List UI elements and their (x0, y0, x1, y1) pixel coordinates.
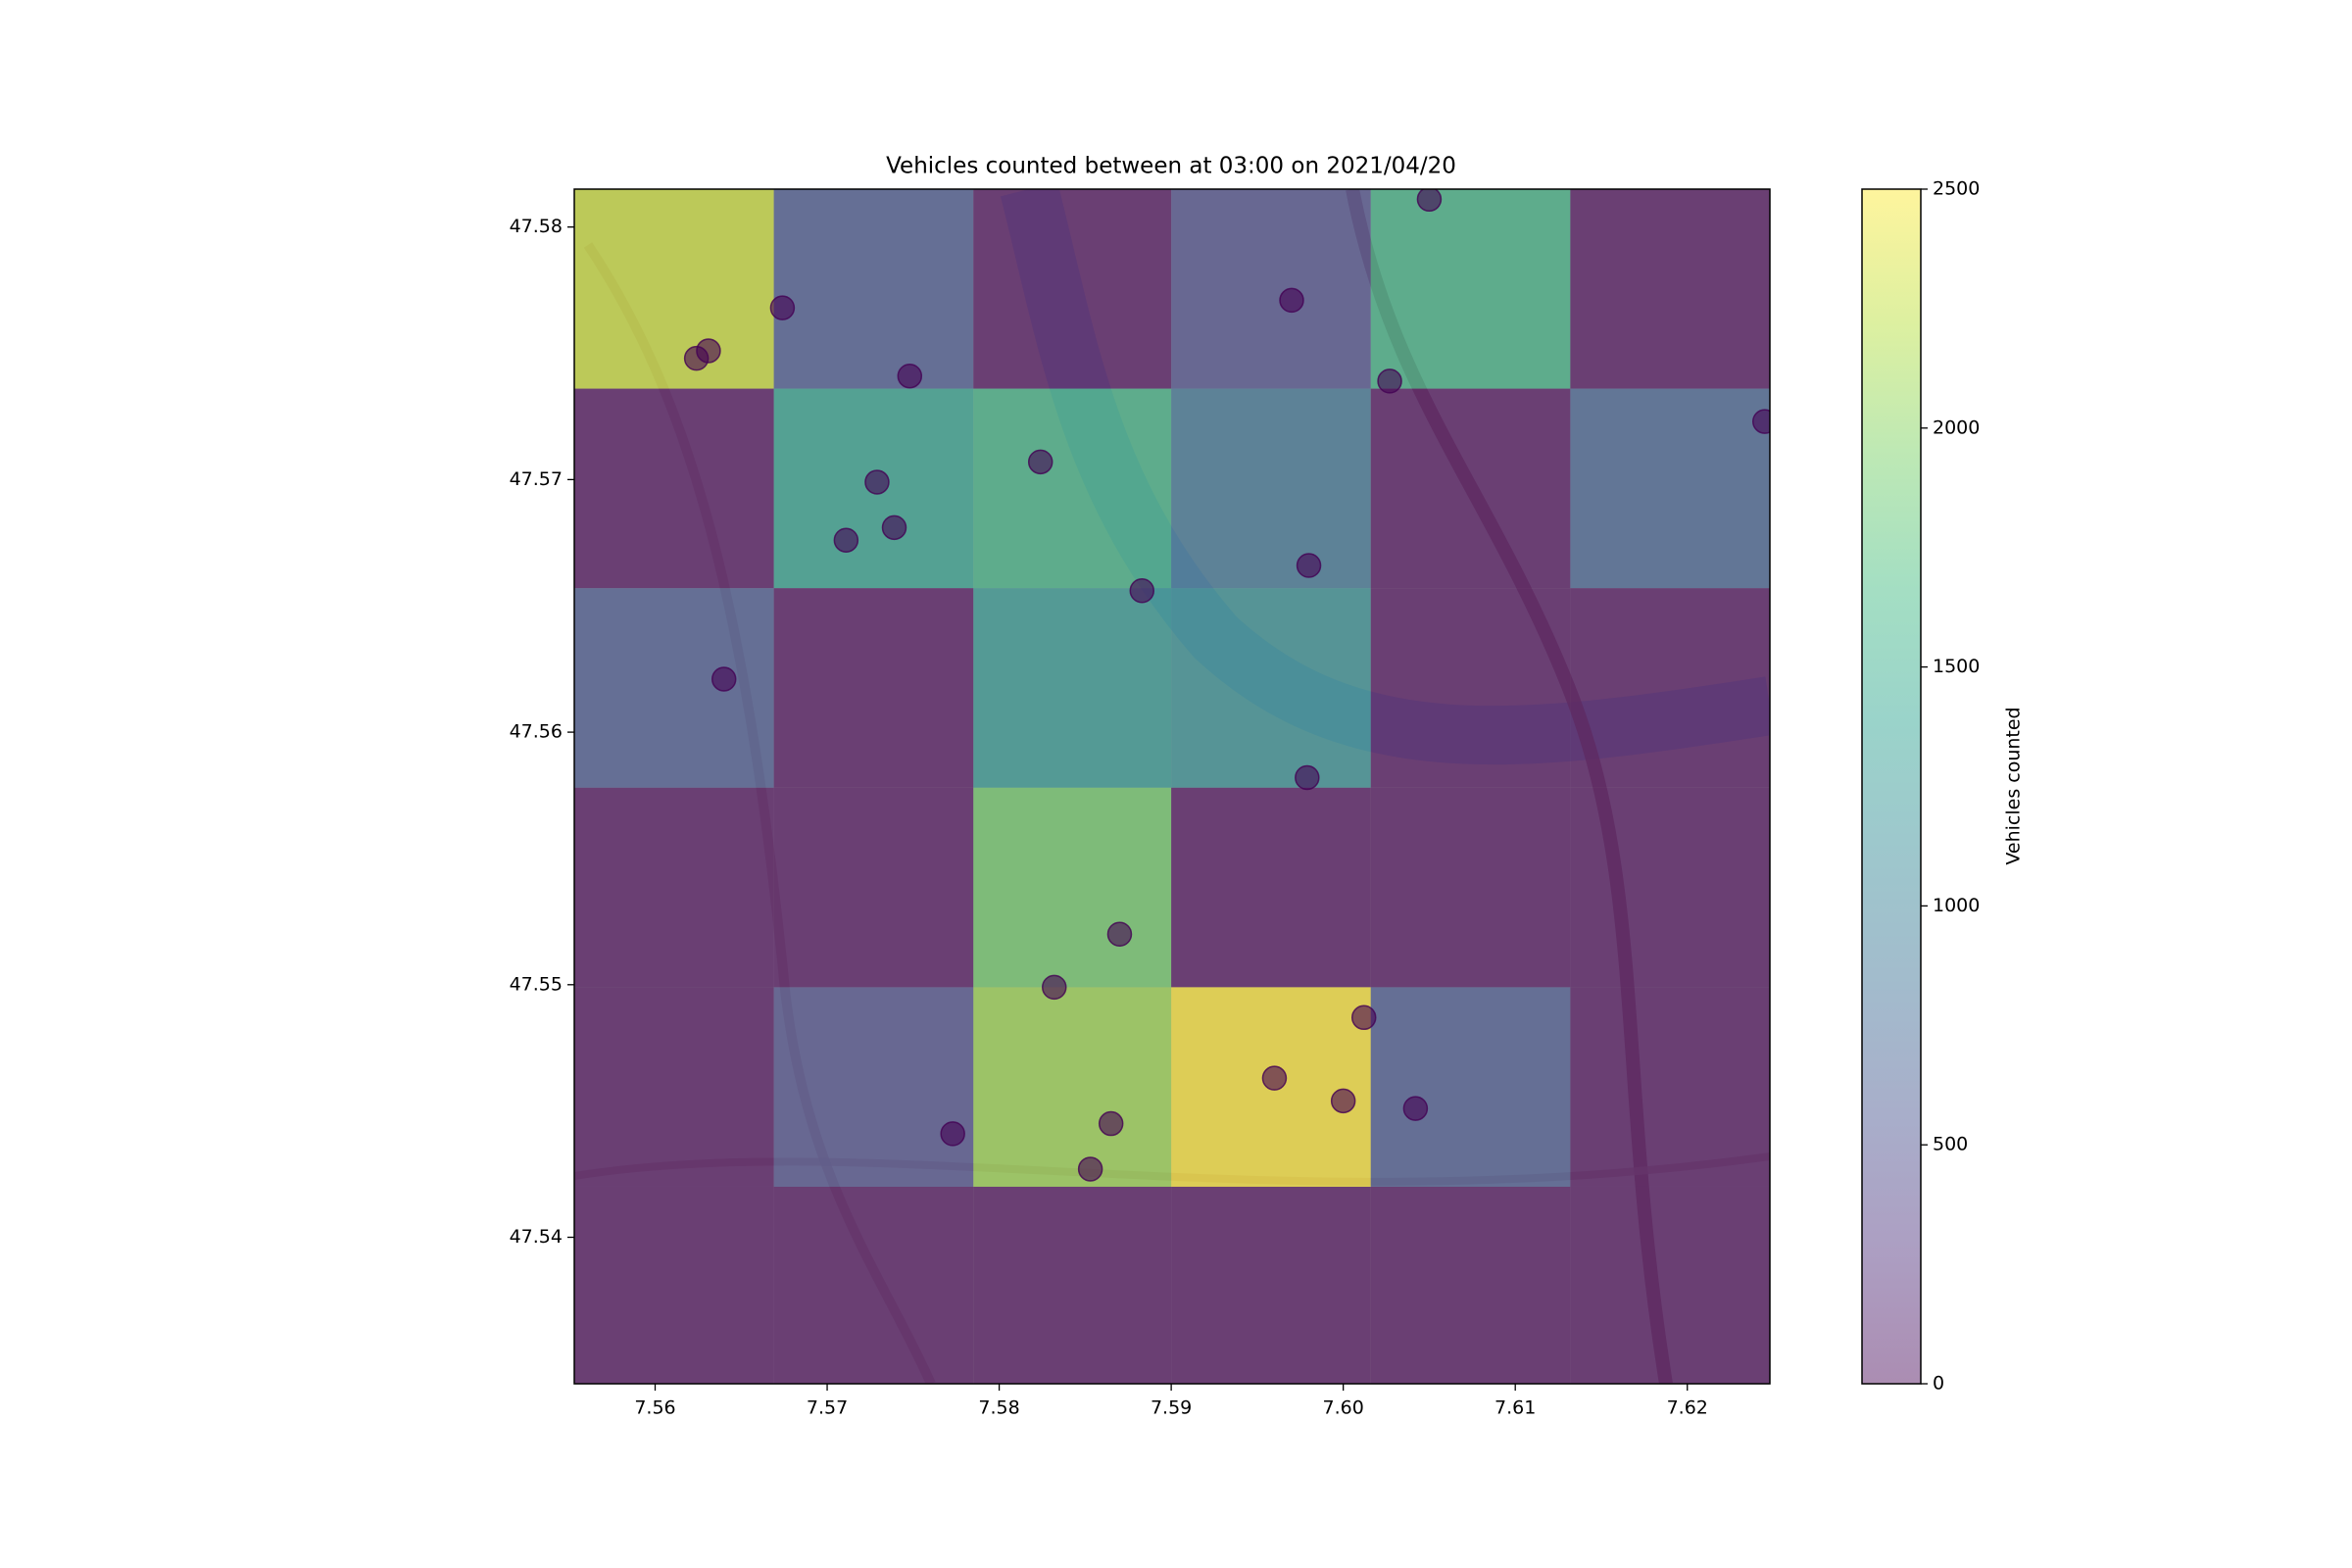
heat-cell (973, 787, 1172, 988)
heat-cell (1171, 189, 1371, 389)
y-tick-label: 47.58 (510, 216, 563, 237)
colorbar-tick-label: 0 (1933, 1373, 1944, 1395)
plot-frame (573, 188, 1771, 1385)
heat-cell (574, 588, 774, 788)
colorbar-tick-label: 1500 (1933, 656, 1980, 677)
heat-cell (973, 588, 1172, 788)
heat-cell (1570, 787, 1770, 988)
y-tick-label: 47.54 (510, 1226, 563, 1248)
colorbar-tick-label: 500 (1933, 1134, 1968, 1155)
sensor-point (1350, 1004, 1377, 1031)
sensor-point (881, 514, 907, 541)
colorbar-tick-label: 2000 (1933, 416, 1980, 438)
sensor-point (1106, 921, 1133, 948)
x-tick-label: 7.56 (634, 1397, 675, 1419)
sensor-point (710, 666, 737, 692)
sensor-point (1295, 764, 1320, 791)
sensor-point (1042, 974, 1067, 1001)
heat-cell (773, 987, 974, 1187)
heat-cell (574, 787, 774, 988)
heat-cell (1171, 388, 1371, 589)
sensor-point (833, 527, 859, 553)
chart-title: Vehicles counted between at 03:00 on 202… (886, 154, 1456, 179)
sensor-point (1027, 449, 1054, 475)
heat-cell (1370, 787, 1571, 988)
heat-cell (1570, 189, 1770, 389)
heat-cell (1171, 588, 1371, 788)
sensor-point (1129, 578, 1155, 604)
heat-cell (973, 388, 1172, 589)
heat-cell (973, 987, 1172, 1187)
heat-cell (773, 189, 974, 389)
colorbar-tick-label: 2500 (1933, 178, 1980, 200)
heat-cell (574, 189, 774, 389)
heat-cell (1370, 189, 1571, 389)
heat-cell (1570, 1186, 1770, 1384)
sensor-point (1098, 1110, 1124, 1137)
x-tick-label: 7.61 (1494, 1397, 1536, 1419)
sensor-point (1261, 1065, 1288, 1091)
sensor-point (897, 363, 923, 389)
heat-cell (1570, 588, 1770, 788)
sensor-point (940, 1121, 965, 1147)
sensor-point (769, 295, 796, 320)
y-tick-label: 47.57 (510, 468, 563, 490)
y-tick-label: 47.55 (510, 973, 563, 995)
heat-cell (574, 1186, 774, 1384)
heat-cell (1370, 987, 1571, 1187)
x-tick-label: 7.58 (978, 1397, 1019, 1419)
colorbar-tick-label: 1000 (1933, 895, 1980, 916)
heat-cell (1570, 388, 1770, 589)
sensor-point (1377, 368, 1402, 394)
heat-cell (1171, 787, 1371, 988)
sensor-point (1296, 553, 1322, 578)
x-tick-label: 7.62 (1667, 1397, 1708, 1419)
sensor-point (1416, 189, 1443, 213)
sensor-point (1402, 1096, 1429, 1121)
sensor-point (1077, 1156, 1103, 1182)
heat-cell (973, 189, 1172, 389)
heat-cell (574, 388, 774, 589)
x-tick-label: 7.60 (1323, 1397, 1364, 1419)
heat-cell (1171, 1186, 1371, 1384)
heat-cell (1370, 1186, 1571, 1384)
heat-cell (973, 1186, 1172, 1384)
heat-cell (773, 787, 974, 988)
sensor-point (1279, 287, 1304, 314)
sensor-point (696, 338, 721, 364)
colorbar (1862, 189, 1921, 1384)
sensor-point (1330, 1088, 1356, 1114)
colorbar-label: Vehicles counted (2003, 707, 2025, 864)
y-tick-label: 47.56 (510, 721, 563, 743)
colorbar-frame (1861, 188, 1922, 1385)
heat-cell (1570, 987, 1770, 1187)
x-tick-label: 7.57 (807, 1397, 848, 1419)
heat-cell (773, 1186, 974, 1384)
sensor-point (1751, 409, 1770, 434)
x-tick-label: 7.59 (1151, 1397, 1192, 1419)
heat-cell (1370, 388, 1571, 589)
heat-cell (773, 588, 974, 788)
sensor-point (864, 469, 890, 495)
heat-cell (574, 987, 774, 1187)
heat-cell (1370, 588, 1571, 788)
